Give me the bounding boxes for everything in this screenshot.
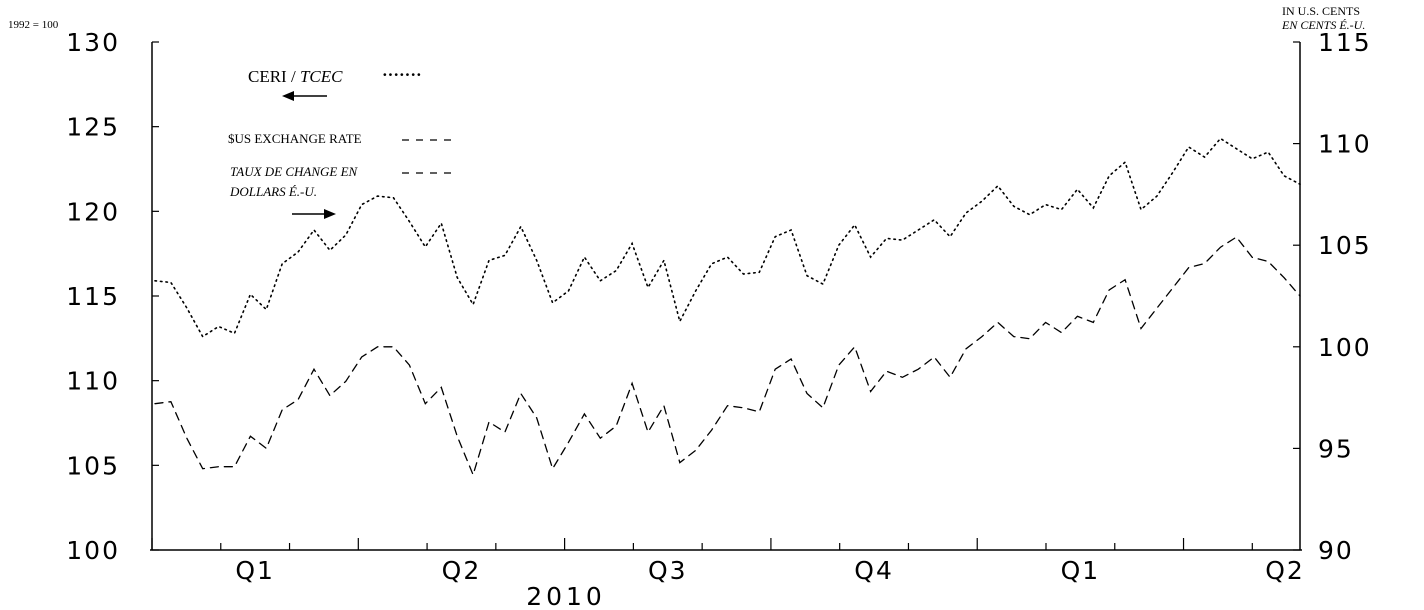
left-tick-label: 100: [66, 536, 120, 565]
legend-ceri-marker: ·······: [382, 65, 422, 84]
legend-ceri-label-fr: TCEC: [300, 67, 343, 86]
series-layer: [154, 137, 1301, 477]
legend-ceri-label: CERI /: [248, 67, 300, 86]
x-ticks: Q1 Q2 Q3 Q4 Q1 Q2: [151, 538, 1305, 585]
year-label: 2010: [526, 582, 606, 610]
left-tick-label: 105: [66, 451, 120, 480]
left-y-ticks: 100 105 110 115 120 125 130: [66, 28, 159, 565]
legend-ceri-text: CERI / TCEC: [248, 67, 343, 86]
left-axis-unit: 1992 = 100: [8, 19, 59, 31]
left-tick-label: 120: [66, 197, 120, 226]
quarter-label: Q2: [442, 556, 482, 585]
left-arrow-icon: [282, 91, 294, 101]
right-tick-label: 90: [1318, 536, 1354, 565]
left-tick-label: 125: [66, 113, 120, 142]
right-y-ticks: 90 95 100 105 110 115: [1293, 28, 1372, 565]
legend-usd-label: $US EXCHANGE RATE: [228, 131, 362, 146]
quarter-label: Q1: [235, 556, 275, 585]
right-tick-label: 95: [1318, 434, 1354, 463]
left-tick-label: 110: [66, 367, 120, 396]
left-tick-label: 130: [66, 28, 120, 57]
legend: CERI / TCEC ······· $US EXCHANGE RATE TA…: [228, 65, 458, 219]
right-arrow-icon: [324, 209, 336, 219]
quarter-label: Q4: [854, 556, 894, 585]
quarter-label: Q2: [1265, 556, 1305, 585]
right-tick-label: 105: [1318, 231, 1372, 260]
right-tick-label: 110: [1318, 130, 1372, 159]
right-tick-label: 115: [1318, 28, 1372, 57]
quarter-label: Q3: [648, 556, 688, 585]
quarter-label: Q1: [1061, 556, 1101, 585]
right-tick-label: 100: [1318, 333, 1372, 362]
legend-usd-label-fr-line2: DOLLARS É.-U.: [229, 184, 317, 199]
right-axis-unit-fr: EN CENTS É.-U.: [1281, 18, 1365, 32]
legend-usd-label-fr-line1: TAUX DE CHANGE EN: [230, 164, 359, 179]
right-axis-unit-en: IN U.S. CENTS: [1282, 4, 1360, 18]
left-tick-label: 115: [66, 282, 120, 311]
usd-exchange-series-line: [154, 236, 1301, 477]
ceri-series-line: [154, 137, 1301, 338]
